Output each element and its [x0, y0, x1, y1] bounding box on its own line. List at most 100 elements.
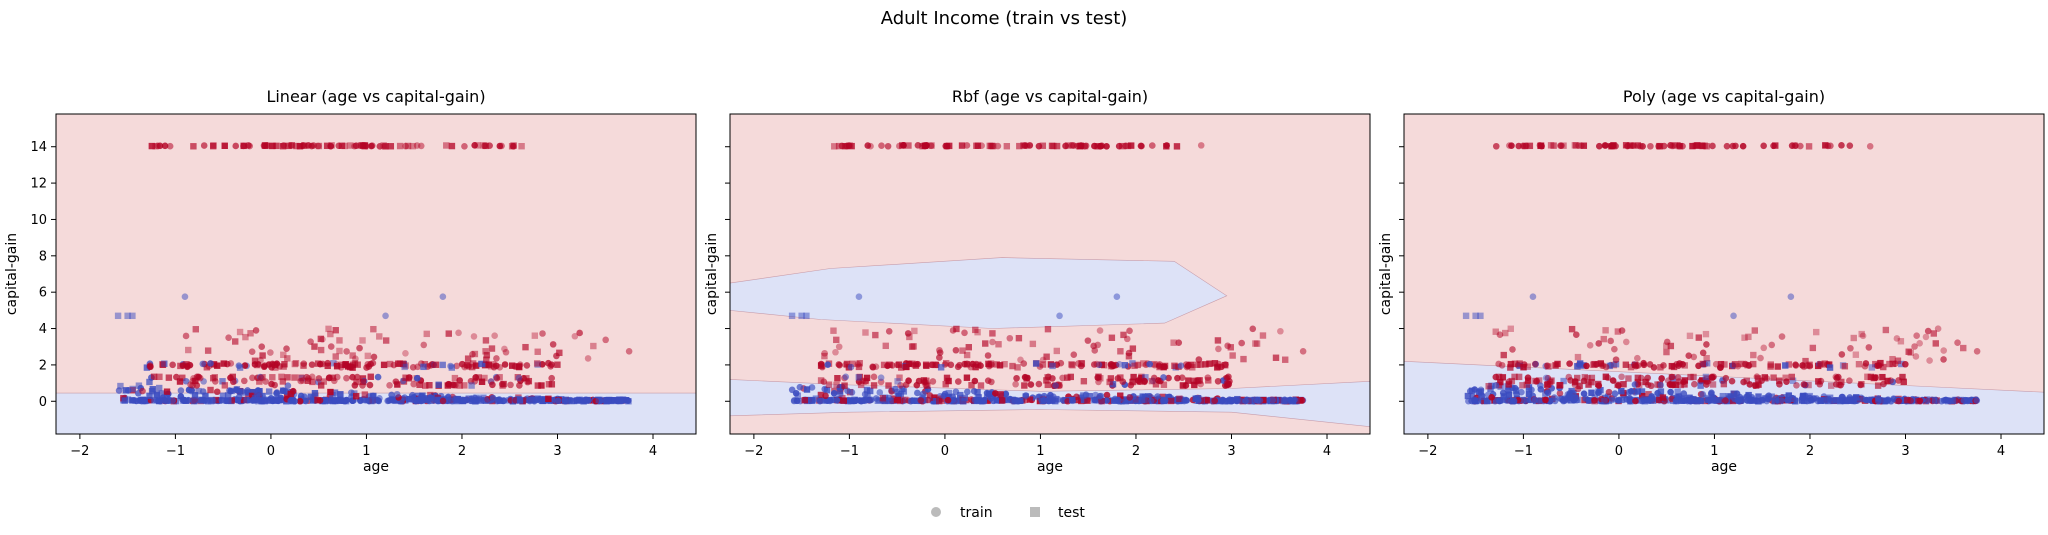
train-point: [835, 343, 843, 351]
test-point: [1107, 375, 1115, 382]
plot-area: −2 −1 0 1 2 3 4: [725, 113, 1371, 459]
test-point: [993, 397, 1001, 404]
test-point: [1068, 361, 1075, 368]
train-point: [462, 397, 470, 404]
train-point: [1047, 391, 1054, 399]
test-point: [1160, 381, 1168, 388]
y-tick-label: 6: [39, 286, 47, 301]
test-point: [958, 142, 966, 149]
train-point: [382, 312, 389, 320]
test-point: [1190, 377, 1197, 385]
train-point: [1195, 397, 1202, 404]
test-point: [423, 330, 430, 338]
train-point: [847, 363, 855, 371]
test-point: [1686, 332, 1694, 340]
test-point: [1252, 340, 1259, 347]
train-point: [402, 349, 409, 357]
train-point: [1572, 331, 1580, 339]
train-point: [1631, 381, 1639, 388]
test-point: [1697, 382, 1704, 389]
test-point: [1868, 364, 1876, 371]
train-point: [1496, 397, 1503, 405]
test-point: [330, 360, 337, 367]
test-point: [1703, 143, 1710, 150]
train-point: [284, 382, 292, 389]
train-point: [1940, 347, 1948, 354]
test-point: [1499, 374, 1507, 381]
train-point: [370, 353, 378, 361]
train-point: [885, 327, 893, 335]
test-point: [1259, 332, 1267, 339]
test-point: [1864, 373, 1871, 380]
test-point: [416, 381, 423, 389]
test-point: [1601, 398, 1608, 405]
test-point: [1568, 325, 1576, 333]
test-point: [885, 382, 892, 389]
test-point: [1880, 363, 1887, 371]
test-point: [1251, 396, 1259, 404]
test-point: [1695, 334, 1703, 341]
test-point: [1502, 329, 1509, 337]
test-point: [146, 392, 153, 400]
train-point: [1511, 384, 1519, 392]
test-point: [129, 312, 136, 320]
subplot-title: Rbf (age vs capital-gain): [952, 87, 1148, 106]
train-point: [1558, 142, 1565, 149]
train-point: [876, 389, 884, 396]
figure-title: Adult Income (train vs test): [881, 8, 1128, 29]
test-point: [1132, 397, 1139, 404]
train-point: [1601, 142, 1609, 149]
test-point: [1128, 142, 1135, 149]
test-point: [803, 386, 811, 393]
train-point: [1722, 374, 1730, 382]
test-point: [1657, 388, 1665, 395]
test-point: [251, 357, 259, 364]
train-point: [1113, 293, 1121, 301]
x-tick-label: 3: [553, 444, 561, 459]
train-point: [1103, 397, 1110, 404]
test-point: [210, 142, 217, 150]
train-point: [832, 348, 839, 356]
train-point: [246, 142, 253, 150]
train-point: [1634, 354, 1641, 362]
train-point: [1238, 339, 1245, 347]
train-point: [1156, 361, 1163, 368]
train-point: [335, 142, 343, 150]
train-point: [1924, 327, 1932, 335]
test-point: [963, 374, 971, 381]
train-point: [232, 142, 240, 150]
train-point: [900, 141, 907, 149]
test-point: [830, 327, 837, 334]
train-point: [453, 362, 461, 370]
test-point: [1745, 333, 1752, 341]
train-point: [1893, 335, 1901, 342]
test-point: [1817, 361, 1824, 368]
test-point: [998, 397, 1006, 404]
x-tick-label: 4: [1323, 444, 1331, 459]
test-point: [1809, 344, 1817, 352]
train-point: [1622, 338, 1630, 346]
test-point: [1755, 381, 1762, 388]
test-point: [1772, 142, 1779, 149]
test-point: [1858, 330, 1865, 338]
test-point: [389, 397, 396, 404]
train-point: [1084, 337, 1092, 344]
train-point: [1730, 312, 1737, 320]
test-point: [1053, 347, 1060, 355]
test-point: [836, 388, 844, 395]
test-point: [834, 375, 841, 382]
train-point: [1148, 142, 1156, 149]
test-point: [143, 364, 151, 371]
test-point: [974, 388, 981, 396]
test-point: [895, 392, 902, 399]
test-point: [242, 333, 249, 341]
train-point: [1154, 393, 1161, 400]
test-point: [1827, 382, 1835, 389]
test-point: [1785, 361, 1793, 368]
axes-frame: [1403, 113, 2045, 435]
train-point: [181, 293, 189, 301]
train-point: [1141, 377, 1148, 385]
test-point: [117, 382, 124, 390]
test-point: [898, 364, 905, 371]
train-point: [211, 378, 219, 385]
